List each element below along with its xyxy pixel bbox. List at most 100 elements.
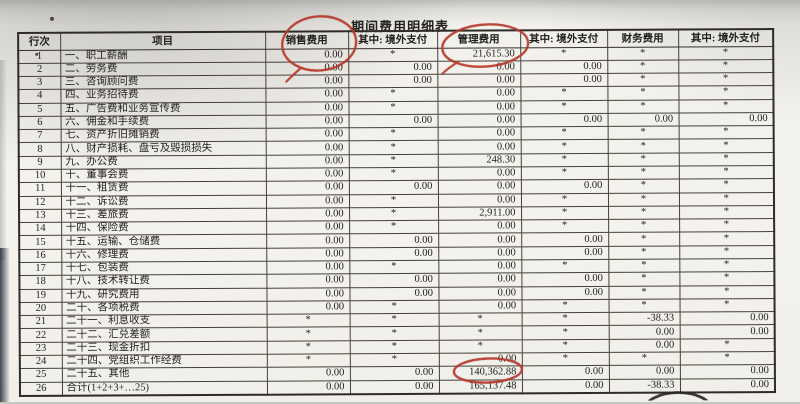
value-cell-2: 140,362.88 bbox=[438, 366, 522, 380]
value-cell-5: * bbox=[678, 99, 774, 113]
row-number-cell: 1 bbox=[18, 49, 61, 64]
value-cell-5: 0.00 bbox=[679, 311, 775, 326]
value-cell-3: * bbox=[520, 100, 608, 114]
value-cell-3: * bbox=[520, 166, 608, 181]
value-cell-1: 0.00 bbox=[349, 286, 439, 301]
value-cell-3: 0.00 bbox=[520, 179, 608, 194]
expense-table: 行次 项目 销售费用 其中: 境外支付 管理费用 其中: 境外支付 财务费用 其… bbox=[17, 28, 777, 397]
value-cell-0: 0.00 bbox=[266, 287, 350, 302]
value-cell-4: * bbox=[607, 166, 679, 180]
value-cell-2: 0.00 bbox=[438, 259, 522, 274]
value-cell-3: 0.00 bbox=[521, 285, 609, 300]
item-label-cell: 二十、各项税费 bbox=[61, 301, 267, 316]
scan-edge-shadow bbox=[0, 248, 10, 402]
value-cell-2: 0.00 bbox=[437, 73, 521, 88]
value-cell-3: 0.00 bbox=[521, 365, 609, 380]
dark-ink-arc-bottom bbox=[642, 391, 714, 404]
item-label-cell: 十九、研究费用 bbox=[61, 287, 267, 303]
value-cell-1: * bbox=[349, 220, 439, 235]
col-header-selling-expense: 销售费用 bbox=[265, 31, 349, 49]
value-cell-4: * bbox=[608, 272, 680, 286]
value-cell-4: * bbox=[607, 86, 679, 101]
value-cell-2: 0.00 bbox=[438, 352, 522, 367]
value-cell-5: * bbox=[678, 152, 774, 167]
value-cell-2: 0.00 bbox=[437, 60, 521, 75]
row-number-cell: 13 bbox=[19, 209, 62, 223]
item-label-cell: 九、办公费 bbox=[60, 154, 266, 170]
value-cell-2: 165,137.48 bbox=[438, 379, 523, 394]
value-cell-1: * bbox=[348, 100, 438, 115]
item-label-cell: 十一、租赁费 bbox=[60, 181, 266, 196]
value-cell-1: * bbox=[348, 193, 439, 208]
value-cell-0: 0.00 bbox=[265, 127, 349, 142]
col-header-row-no: 行次 bbox=[18, 32, 61, 50]
value-cell-0: 0.00 bbox=[265, 154, 349, 169]
item-label-cell: 七、资产折旧摊销费 bbox=[60, 128, 266, 143]
value-cell-5: * bbox=[679, 258, 775, 273]
value-cell-5: * bbox=[679, 245, 775, 260]
value-cell-2: 0.00 bbox=[437, 113, 521, 128]
row-number-cell: 12 bbox=[18, 195, 62, 210]
row-number-cell: 6 bbox=[18, 116, 61, 130]
value-cell-0: * bbox=[266, 340, 350, 355]
item-label-cell: 二十五、其他 bbox=[61, 367, 267, 382]
value-cell-5: * bbox=[679, 351, 775, 366]
value-cell-1: * bbox=[348, 154, 438, 168]
item-label-cell: 一、职工薪酬 bbox=[60, 48, 266, 64]
row-number-cell: 25 bbox=[19, 368, 62, 383]
value-cell-0: 0.00 bbox=[266, 234, 350, 248]
value-cell-1: * bbox=[349, 260, 439, 275]
value-cell-4: * bbox=[608, 219, 680, 233]
value-cell-1: * bbox=[348, 47, 438, 62]
row-number-cell: 7 bbox=[18, 129, 61, 143]
value-cell-3: * bbox=[521, 352, 609, 367]
value-cell-0: * bbox=[266, 313, 350, 328]
item-label-cell: 八、财产损耗、盘亏及毁损损失 bbox=[60, 141, 266, 157]
value-cell-1: * bbox=[349, 313, 439, 328]
item-label-cell: 二十一、利息收支 bbox=[61, 314, 267, 329]
value-cell-2: 0.00 bbox=[437, 87, 521, 101]
value-cell-1: 0.00 bbox=[349, 233, 439, 248]
value-cell-5: * bbox=[678, 192, 775, 206]
item-label-cell: 五、广告费和业务宣传费 bbox=[60, 101, 266, 117]
item-label-cell: 十七、包装费 bbox=[61, 261, 267, 276]
value-cell-1: 0.00 bbox=[348, 114, 438, 128]
row-number-cell: 14 bbox=[19, 222, 62, 236]
value-cell-4: 0.00 bbox=[608, 325, 680, 340]
value-cell-5: * bbox=[678, 72, 774, 87]
value-cell-0: 0.00 bbox=[266, 247, 350, 262]
value-cell-1: 0.00 bbox=[349, 273, 439, 288]
row-number-cell: 17 bbox=[19, 262, 62, 276]
value-cell-0: * bbox=[266, 353, 350, 368]
value-cell-4: * bbox=[607, 126, 679, 140]
value-cell-4: * bbox=[608, 232, 680, 247]
item-label-cell: 十二、诉讼费 bbox=[60, 194, 267, 210]
value-cell-5: * bbox=[678, 46, 774, 60]
row-number-cell: 8 bbox=[18, 142, 61, 157]
value-cell-5: * bbox=[679, 231, 775, 246]
col-header-selling-overseas: 其中: 境外支付 bbox=[348, 30, 438, 49]
row-number-cell: 9 bbox=[18, 156, 61, 170]
value-cell-3: * bbox=[521, 312, 609, 327]
value-cell-1: * bbox=[349, 300, 439, 314]
value-cell-4: * bbox=[608, 205, 680, 220]
item-label-cell: 二十二、汇兑差额 bbox=[61, 327, 267, 342]
row-number-cell: 21 bbox=[19, 315, 62, 329]
row-number-cell: 26 bbox=[19, 381, 63, 396]
row-number-cell: 23 bbox=[19, 341, 62, 356]
value-cell-0: 0.00 bbox=[266, 220, 350, 235]
value-cell-4: * bbox=[607, 73, 679, 87]
row-number-cell: 4 bbox=[18, 89, 61, 104]
value-cell-0: 0.00 bbox=[265, 167, 349, 182]
value-cell-3: * bbox=[520, 153, 608, 167]
value-cell-3: * bbox=[521, 206, 609, 221]
value-cell-2: * bbox=[438, 326, 522, 340]
value-cell-1: * bbox=[349, 326, 439, 341]
value-cell-5: * bbox=[678, 85, 774, 100]
value-cell-0: 0.00 bbox=[265, 194, 350, 209]
value-cell-0: 0.00 bbox=[266, 274, 350, 288]
item-label-cell: 三、咨询顾问费 bbox=[60, 75, 266, 90]
scan-edge-shadow-soft bbox=[0, 60, 7, 260]
value-cell-0: 0.00 bbox=[266, 367, 350, 381]
